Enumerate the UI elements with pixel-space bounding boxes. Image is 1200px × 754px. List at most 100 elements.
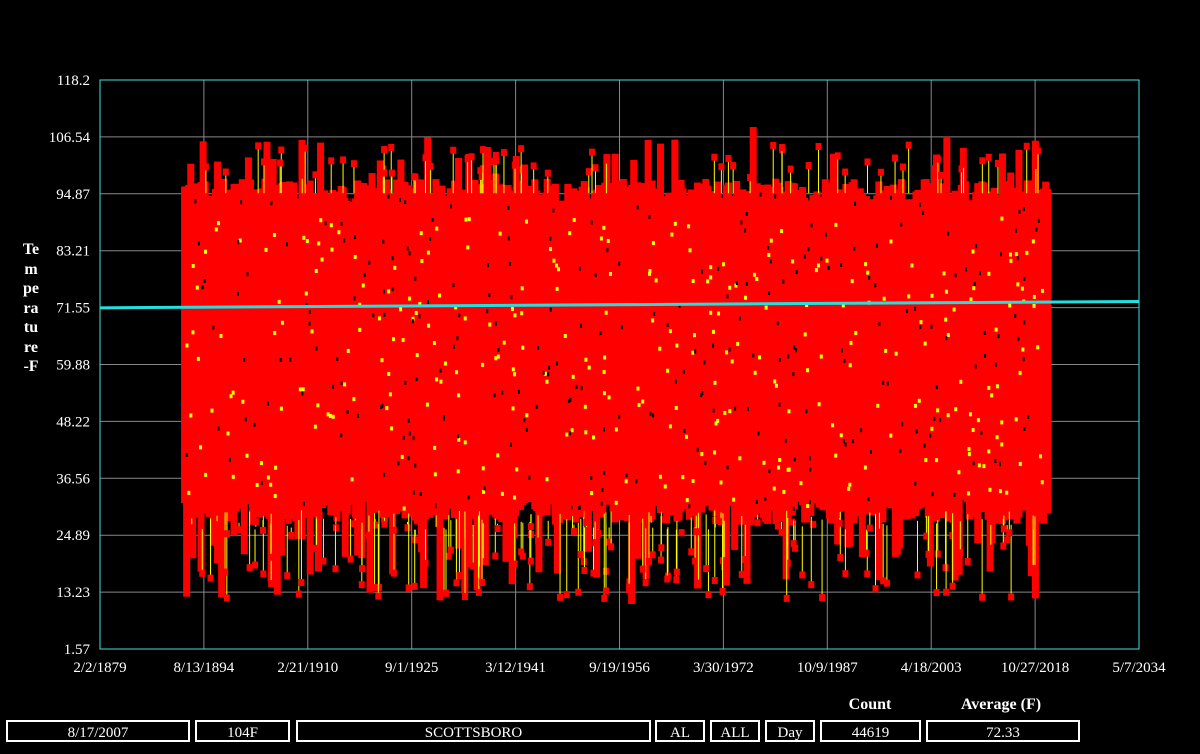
highlight-point bbox=[592, 435, 596, 440]
highlight-point bbox=[849, 340, 853, 345]
highlight-point bbox=[203, 249, 207, 254]
high-record-point bbox=[381, 146, 388, 154]
high-record-point bbox=[388, 169, 395, 177]
highlight-point bbox=[764, 305, 768, 310]
low-record-point bbox=[719, 587, 726, 595]
gap-point bbox=[419, 492, 422, 497]
highlight-point bbox=[432, 341, 436, 346]
low-record-point bbox=[453, 579, 460, 587]
gap-point bbox=[635, 479, 638, 484]
gap-point bbox=[590, 475, 593, 480]
scope-field: ALL bbox=[710, 720, 760, 742]
gap-point bbox=[868, 275, 871, 280]
gap-point bbox=[494, 321, 497, 326]
count-header: Count bbox=[848, 696, 892, 713]
highlight-point bbox=[743, 295, 747, 300]
highlight-point bbox=[414, 310, 418, 315]
highlight-point bbox=[805, 303, 809, 308]
low-record-point bbox=[224, 530, 231, 538]
highlight-point bbox=[433, 472, 437, 477]
high-record-point bbox=[544, 169, 551, 177]
high-record-point bbox=[747, 174, 754, 182]
highlight-point bbox=[971, 249, 975, 254]
highlight-point bbox=[590, 491, 594, 496]
gap-point bbox=[824, 232, 827, 237]
gap-point bbox=[203, 278, 206, 283]
low-record-point bbox=[365, 531, 372, 539]
gap-point bbox=[548, 365, 551, 370]
low-record-point bbox=[372, 521, 379, 529]
gap-point bbox=[507, 236, 510, 241]
high-record-point bbox=[585, 168, 592, 176]
highlight-point bbox=[1014, 252, 1018, 257]
low-record-point bbox=[577, 551, 584, 559]
gap-point bbox=[528, 475, 531, 480]
high-record-point bbox=[480, 146, 487, 154]
highlight-point bbox=[513, 495, 517, 500]
highlight-point bbox=[819, 354, 823, 359]
highlight-point bbox=[388, 392, 392, 397]
gap-point bbox=[827, 265, 830, 270]
highlight-point bbox=[317, 241, 321, 246]
highlight-point bbox=[238, 238, 242, 243]
highlight-point bbox=[864, 262, 868, 267]
gap-point bbox=[852, 439, 855, 444]
low-record-point bbox=[721, 563, 728, 571]
gap-point bbox=[525, 427, 528, 432]
highlight-point bbox=[700, 452, 704, 457]
low-record-point bbox=[207, 574, 214, 582]
gap-point bbox=[266, 401, 269, 406]
low-record-point bbox=[601, 594, 608, 602]
highlight-point bbox=[570, 428, 574, 433]
low-record-point bbox=[711, 576, 718, 584]
gap-point bbox=[809, 467, 812, 472]
gap-point bbox=[305, 302, 308, 307]
highlight-point bbox=[658, 474, 662, 479]
low-record-point bbox=[925, 550, 932, 558]
gap-point bbox=[340, 433, 343, 438]
low-record-point bbox=[837, 554, 844, 562]
highlight-point bbox=[301, 387, 305, 392]
gap-point bbox=[954, 273, 957, 278]
highlight-point bbox=[525, 219, 529, 224]
low-record-point bbox=[260, 570, 267, 578]
gap-point bbox=[807, 247, 810, 252]
highlight-point bbox=[848, 482, 852, 487]
highlight-point bbox=[463, 316, 467, 321]
low-record-point bbox=[557, 593, 564, 601]
gap-point bbox=[382, 289, 385, 294]
low-record-point bbox=[810, 520, 817, 528]
high-record-point bbox=[905, 141, 912, 149]
gap-point bbox=[929, 433, 932, 438]
highlight-point bbox=[400, 454, 404, 459]
low-record-point bbox=[285, 516, 292, 524]
low-record-point bbox=[923, 532, 930, 540]
highlight-point bbox=[513, 313, 517, 318]
gap-point bbox=[399, 198, 402, 203]
high-record-point bbox=[994, 160, 1001, 168]
gap-point bbox=[793, 345, 796, 350]
highlight-point bbox=[602, 225, 606, 230]
low-record-point bbox=[320, 557, 327, 565]
highlight-point bbox=[946, 332, 950, 337]
highlight-point bbox=[691, 350, 695, 355]
highlight-point bbox=[500, 491, 504, 496]
low-record-point bbox=[252, 561, 259, 569]
low-record-point bbox=[347, 555, 354, 563]
highlight-point bbox=[982, 464, 986, 469]
gap-point bbox=[270, 201, 273, 206]
highlight-point bbox=[624, 479, 628, 484]
gap-point bbox=[666, 322, 669, 327]
highlight-point bbox=[732, 497, 736, 502]
gap-point bbox=[244, 417, 247, 422]
highlight-point bbox=[583, 404, 587, 409]
gap-point bbox=[768, 469, 771, 474]
low-record-point bbox=[819, 593, 826, 601]
highlight-point bbox=[758, 355, 762, 360]
gap-point bbox=[853, 246, 856, 251]
highlight-point bbox=[736, 341, 740, 346]
gap-point bbox=[712, 343, 715, 348]
high-record-point bbox=[388, 143, 395, 151]
high-record-point bbox=[592, 164, 599, 172]
gap-point bbox=[1015, 228, 1018, 233]
